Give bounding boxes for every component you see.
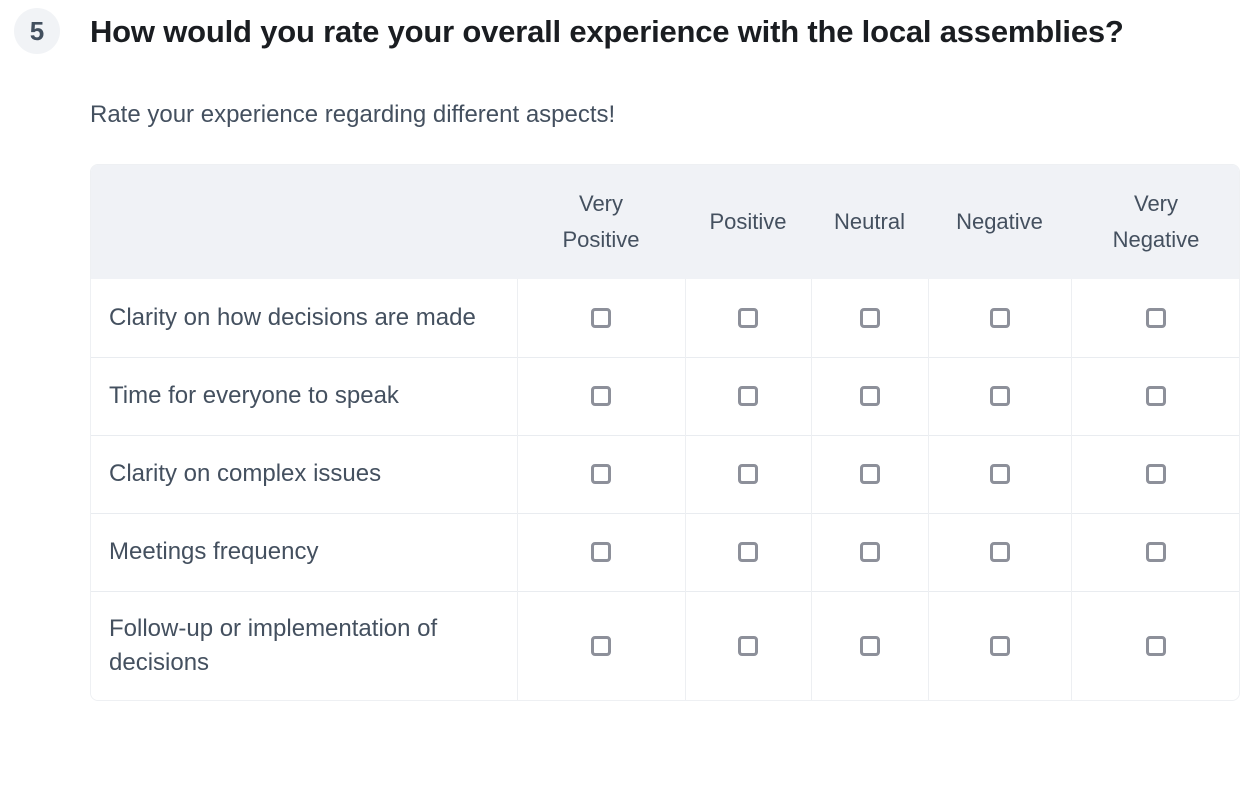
matrix-header-row: Very Positive Positive Neutral Negative … bbox=[91, 165, 1239, 279]
matrix-row-time-to-speak: Time for everyone to speak bbox=[91, 356, 1239, 435]
column-header-label: Positive bbox=[709, 209, 787, 234]
matrix-cell bbox=[927, 279, 1071, 357]
checkbox-row4-col0[interactable] bbox=[591, 635, 611, 656]
matrix-cell bbox=[1070, 590, 1239, 700]
matrix-cell bbox=[927, 356, 1071, 435]
question-number-badge: 5 bbox=[14, 8, 60, 54]
matrix-cell bbox=[684, 512, 811, 591]
checkbox-row1-col3[interactable] bbox=[989, 386, 1010, 406]
checkbox-row2-col1[interactable] bbox=[738, 464, 758, 484]
checkbox-row4-col3[interactable] bbox=[989, 635, 1010, 656]
row-label: Time for everyone to speak bbox=[91, 356, 517, 435]
matrix-header-empty bbox=[91, 165, 517, 279]
matrix-cell bbox=[684, 356, 811, 435]
row-label: Meetings frequency bbox=[91, 512, 517, 591]
matrix-cell bbox=[810, 434, 928, 513]
checkbox-row1-col0[interactable] bbox=[591, 386, 611, 406]
column-header-label: Neutral bbox=[834, 209, 905, 234]
checkbox-row0-col0[interactable] bbox=[591, 307, 611, 328]
checkbox-row3-col1[interactable] bbox=[738, 542, 758, 562]
column-header-negative: Negative bbox=[928, 165, 1071, 279]
checkbox-row0-col1[interactable] bbox=[738, 307, 758, 328]
question-title: How would you rate your overall experien… bbox=[90, 14, 1124, 49]
checkbox-row2-col3[interactable] bbox=[989, 464, 1010, 484]
matrix-cell bbox=[684, 590, 811, 700]
checkbox-row1-col4[interactable] bbox=[1146, 386, 1167, 406]
matrix-cell bbox=[1070, 512, 1239, 591]
checkbox-row4-col1[interactable] bbox=[738, 635, 758, 656]
checkbox-row3-col4[interactable] bbox=[1146, 542, 1167, 562]
matrix-cell bbox=[516, 434, 685, 513]
matrix-cell bbox=[516, 590, 685, 700]
matrix-cell bbox=[684, 434, 811, 513]
question-block: How would you rate your overall experien… bbox=[90, 0, 1240, 701]
column-header-positive: Positive bbox=[685, 165, 811, 279]
matrix-cell bbox=[810, 356, 928, 435]
matrix-row-decisions-clarity: Clarity on how decisions are made bbox=[91, 279, 1239, 357]
checkbox-row2-col0[interactable] bbox=[591, 464, 611, 484]
checkbox-row0-col3[interactable] bbox=[989, 307, 1010, 328]
matrix-cell bbox=[1070, 434, 1239, 513]
matrix-row-meetings-frequency: Meetings frequency bbox=[91, 512, 1239, 591]
matrix-cell bbox=[516, 356, 685, 435]
matrix-cell bbox=[516, 512, 685, 591]
row-label: Clarity on how decisions are made bbox=[91, 279, 517, 357]
checkbox-row4-col4[interactable] bbox=[1146, 635, 1167, 656]
matrix-table: Very Positive Positive Neutral Negative … bbox=[91, 165, 1239, 700]
checkbox-row0-col4[interactable] bbox=[1146, 307, 1167, 328]
matrix-cell bbox=[810, 590, 928, 700]
matrix-cell bbox=[927, 512, 1071, 591]
question-number: 5 bbox=[29, 15, 45, 46]
checkbox-row3-col2[interactable] bbox=[859, 542, 880, 562]
row-label: Follow-up or implementation of decisions bbox=[91, 590, 517, 700]
matrix-cell bbox=[810, 512, 928, 591]
matrix-row-complex-issues: Clarity on complex issues bbox=[91, 434, 1239, 513]
matrix-cell bbox=[927, 590, 1071, 700]
checkbox-row2-col4[interactable] bbox=[1146, 464, 1167, 484]
matrix-cell bbox=[810, 279, 928, 357]
matrix-row-follow-up: Follow-up or implementation of decisions bbox=[91, 590, 1239, 700]
matrix-cell bbox=[1070, 356, 1239, 435]
column-header-very-negative: Very Negative bbox=[1071, 165, 1239, 279]
question-subtitle: Rate your experience regarding different… bbox=[90, 101, 616, 128]
matrix-cell bbox=[516, 279, 685, 357]
matrix-cell bbox=[927, 434, 1071, 513]
column-header-label: Very Positive bbox=[562, 191, 640, 252]
column-header-neutral: Neutral bbox=[811, 165, 928, 279]
row-label: Clarity on complex issues bbox=[91, 434, 517, 513]
checkbox-row1-col1[interactable] bbox=[738, 386, 758, 406]
column-header-very-positive: Very Positive bbox=[517, 165, 685, 279]
checkbox-row3-col3[interactable] bbox=[989, 542, 1010, 562]
column-header-label: Very Negative bbox=[1112, 191, 1200, 252]
column-header-label: Negative bbox=[956, 209, 1043, 234]
matrix-cell bbox=[684, 279, 811, 357]
checkbox-row3-col0[interactable] bbox=[591, 542, 611, 562]
matrix-table-container: Very Positive Positive Neutral Negative … bbox=[90, 164, 1240, 701]
checkbox-row4-col2[interactable] bbox=[859, 635, 880, 656]
checkbox-row2-col2[interactable] bbox=[859, 464, 880, 484]
checkbox-row1-col2[interactable] bbox=[859, 386, 880, 406]
checkbox-row0-col2[interactable] bbox=[859, 307, 880, 328]
matrix-cell bbox=[1070, 279, 1239, 357]
